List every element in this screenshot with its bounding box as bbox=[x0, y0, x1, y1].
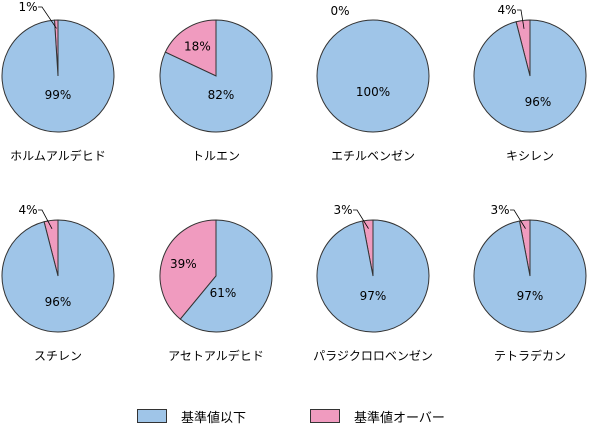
slice-below bbox=[1, 19, 115, 133]
leader-line bbox=[517, 9, 525, 29]
slice-over bbox=[164, 19, 217, 77]
slice-below bbox=[159, 19, 273, 133]
pie-title: パラジクロロベンゼン bbox=[313, 349, 433, 363]
value-label-below: 61% bbox=[210, 286, 237, 300]
value-label-over: 39% bbox=[170, 257, 197, 271]
pie-1: 99% 1% ホルムアルデヒド bbox=[1, 0, 115, 163]
value-label-over: 18% bbox=[184, 40, 211, 54]
leader-line bbox=[38, 209, 53, 229]
pie-6: 61% 39% アセトアルデヒド bbox=[159, 219, 273, 363]
value-label-over: 4% bbox=[497, 3, 516, 17]
pie-7: 97% 3% パラジクロロベンゼン bbox=[313, 203, 433, 363]
slice-below bbox=[1, 219, 115, 333]
pie-title: ホルムアルデヒド bbox=[10, 148, 106, 163]
value-label-below: 99% bbox=[45, 88, 72, 102]
value-label-over: 4% bbox=[18, 203, 37, 217]
pie-title: アセトアルデヒド bbox=[168, 348, 264, 363]
pie-title: キシレン bbox=[506, 149, 554, 163]
slice-below bbox=[316, 19, 430, 133]
legend-swatch-over bbox=[310, 409, 340, 423]
value-label-below: 82% bbox=[208, 88, 235, 102]
pie-8: 97% 3% テトラデカン bbox=[473, 203, 587, 363]
slice-below bbox=[473, 19, 587, 133]
pie-3: 100% 0% エチルベンゼン bbox=[316, 4, 430, 163]
value-label-over: 1% bbox=[18, 0, 37, 14]
value-label-below: 100% bbox=[356, 85, 390, 99]
pie-5: 96% 4% スチレン bbox=[1, 203, 115, 363]
legend-label-below: 基準値以下 bbox=[181, 410, 247, 426]
legend-item-below: 基準値以下 bbox=[137, 404, 246, 428]
value-label-below: 97% bbox=[360, 289, 387, 303]
slice-below bbox=[316, 219, 430, 333]
pie-4: 96% 4% キシレン bbox=[473, 3, 587, 163]
value-label-over: 3% bbox=[490, 203, 509, 217]
pie-title: エチルベンゼン bbox=[331, 149, 415, 163]
slice-below bbox=[179, 219, 273, 333]
legend-item-over: 基準値オーバー bbox=[310, 404, 445, 428]
leader-line bbox=[353, 209, 369, 229]
legend: 基準値以下 基準値オーバー bbox=[0, 404, 589, 428]
value-label-over: 3% bbox=[333, 203, 352, 217]
pie-title: スチレン bbox=[34, 349, 82, 363]
leader-line bbox=[510, 209, 526, 229]
leader-line bbox=[38, 6, 57, 29]
legend-label-over: 基準値オーバー bbox=[354, 410, 445, 426]
pie-title: テトラデカン bbox=[494, 348, 566, 363]
value-label-below: 97% bbox=[517, 289, 544, 303]
value-label-over: 0% bbox=[330, 4, 349, 18]
legend-swatch-below bbox=[137, 409, 167, 423]
pie-title: トルエン bbox=[192, 149, 240, 163]
pie-2: 82% 18% トルエン bbox=[159, 19, 273, 163]
value-label-below: 96% bbox=[45, 295, 72, 309]
value-label-below: 96% bbox=[525, 95, 552, 109]
slice-over bbox=[159, 219, 217, 320]
slice-below bbox=[473, 219, 587, 333]
